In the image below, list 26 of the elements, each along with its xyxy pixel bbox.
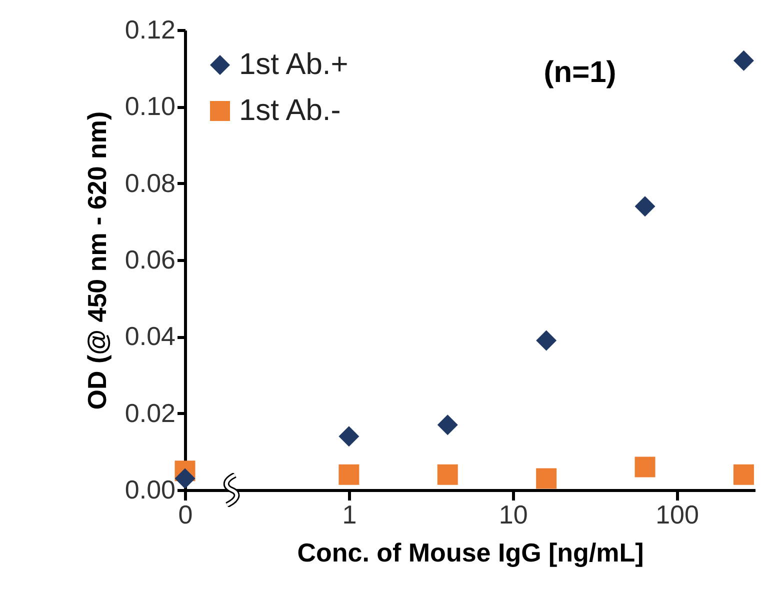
x-axis-title: Conc. of Mouse IgG [ng/mL] [297,538,644,568]
point [634,456,656,478]
y-tick-label: 0.00 [124,474,176,504]
point [536,468,557,489]
y-tick-label: 0.04 [124,321,176,352]
x-tick-label: 1 [342,500,357,530]
y-tick-label: 0.06 [124,244,176,274]
point [338,426,360,447]
x-tick-label: 10 [498,500,528,530]
point [634,196,656,217]
point [338,464,360,485]
point [437,414,458,436]
y-axis-title: OD (@ 450 nm - 620 nm) [82,111,112,410]
point [733,464,754,485]
legend-label: 1st Ab.+ [239,48,348,81]
point [733,50,754,71]
y-tick-label: 0.08 [124,168,176,198]
annotation: (n=1) [544,56,616,89]
point [536,330,557,351]
legend-label: 1st Ab.- [239,94,341,127]
x-tick-label: 100 [656,500,699,530]
y-tick-label: 0.12 [124,14,176,44]
y-tick-label: 0.10 [124,91,176,122]
x-tick-label: 0 [178,500,193,530]
y-tick-label: 0.02 [124,398,176,428]
point [437,464,458,485]
